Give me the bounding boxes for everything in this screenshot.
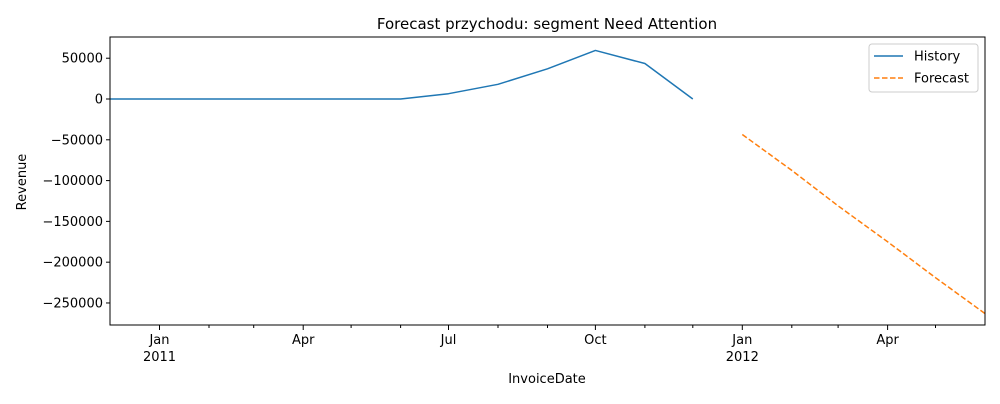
x-tick-year-label: 2012 [726, 350, 759, 365]
y-axis-label: Revenue [15, 154, 30, 211]
y-tick-label: −250000 [42, 296, 103, 311]
x-axis-label: InvoiceDate [508, 372, 586, 387]
y-tick-label: −100000 [42, 174, 103, 189]
x-tick-label: Jul [440, 333, 457, 348]
x-tick-label: Oct [584, 333, 606, 348]
legend-label-forecast: Forecast [914, 72, 969, 87]
series-line-history [110, 49, 694, 100]
chart-title: Forecast przychodu: segment Need Attenti… [377, 15, 717, 33]
y-tick-label: −200000 [42, 256, 103, 271]
x-tick-label: Jan [731, 333, 752, 348]
series-layer [110, 49, 986, 315]
y-tick-label: 0 [95, 93, 103, 108]
legend-label-history: History [914, 50, 961, 65]
y-axis-ticks: 50000 0 −50000 −100000 −150000 −200000 −250000 [42, 52, 110, 311]
x-tick-label: Apr [292, 333, 315, 348]
series-line-forecast [741, 133, 986, 315]
y-tick-label: 50000 [62, 52, 103, 67]
x-tick-label: Jan [148, 333, 169, 348]
legend: History Forecast [868, 43, 979, 93]
plot-area-frame [109, 36, 986, 326]
x-tick-year-label: 2011 [143, 350, 176, 365]
x-axis-ticks: Jan 2011 Apr Jul Oct Jan 2012 Apr [143, 325, 937, 365]
y-tick-label: −50000 [51, 133, 103, 148]
y-tick-label: −150000 [42, 215, 103, 230]
x-tick-label: Apr [876, 333, 899, 348]
